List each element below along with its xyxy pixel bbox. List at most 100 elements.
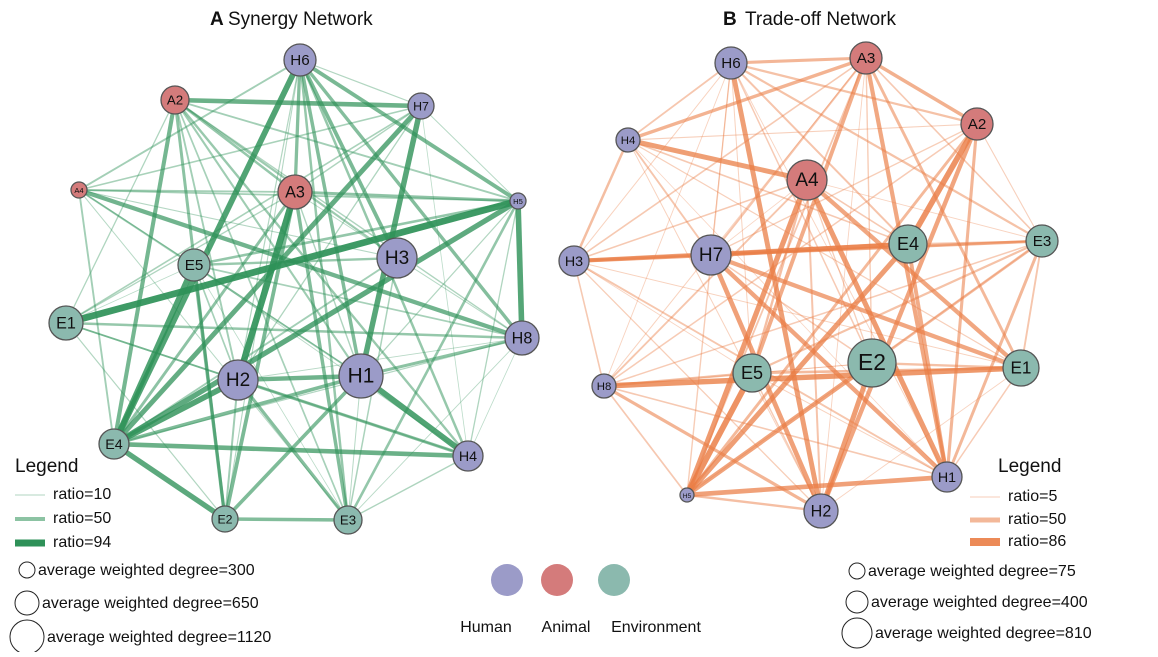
edges <box>65 56 1044 522</box>
node <box>803 493 839 529</box>
edge <box>572 139 630 262</box>
edge <box>113 257 398 445</box>
node <box>690 234 732 276</box>
group-swatch <box>491 564 523 596</box>
edge <box>806 179 873 364</box>
legend-title: Legend <box>15 456 78 477</box>
node <box>48 305 84 341</box>
node <box>217 359 259 401</box>
edge <box>467 337 523 457</box>
edge <box>871 239 1043 365</box>
edge <box>467 200 519 457</box>
edge <box>627 123 978 141</box>
legend-line-label: ratio=5 <box>1008 488 1057 505</box>
node-label: E5 <box>185 257 204 274</box>
edge <box>710 254 873 364</box>
node-label: H4 <box>621 135 636 147</box>
node-label: A2 <box>968 116 987 133</box>
node <box>732 353 772 393</box>
edge <box>627 137 808 183</box>
edge <box>294 191 362 377</box>
edge <box>905 122 980 246</box>
edge <box>946 367 1022 478</box>
legend-size <box>9 619 45 655</box>
node <box>558 245 590 277</box>
edge <box>603 123 978 387</box>
edge <box>112 441 227 522</box>
node <box>714 46 748 80</box>
node-label: H1 <box>938 470 956 486</box>
legend-line-label: ratio=86 <box>1008 533 1066 550</box>
edge <box>224 517 349 522</box>
edge <box>684 371 755 497</box>
edge <box>112 191 297 445</box>
node-label: H8 <box>597 381 612 393</box>
node-label: E4 <box>897 234 919 254</box>
node <box>960 107 994 141</box>
edge <box>871 361 1022 370</box>
edge <box>193 264 362 377</box>
edge <box>730 56 867 65</box>
edge <box>360 200 519 377</box>
edge <box>820 367 1022 512</box>
edge <box>945 123 979 478</box>
edge <box>294 190 519 203</box>
node <box>1002 349 1040 387</box>
edge <box>751 239 1043 375</box>
legend-size-label: average weighted degree=400 <box>871 594 1088 611</box>
edge <box>113 441 469 459</box>
node-label: E2 <box>217 512 232 526</box>
group-label: Environment <box>611 619 701 636</box>
node-label: H5 <box>683 493 692 500</box>
legend-title: Legend <box>998 456 1061 477</box>
edge <box>298 58 524 340</box>
node <box>211 505 239 533</box>
legend-line-label: ratio=50 <box>1008 511 1066 528</box>
node-label: A4 <box>74 186 83 195</box>
legend-size-label: average weighted degree=1120 <box>47 629 271 646</box>
legend-line-label: ratio=94 <box>53 534 111 551</box>
edge <box>65 99 176 324</box>
edge <box>174 99 239 381</box>
node <box>786 159 828 201</box>
node <box>338 353 384 399</box>
node-label: H7 <box>699 245 723 266</box>
edge <box>710 239 1043 257</box>
node <box>1025 224 1059 258</box>
legend-size <box>848 562 866 580</box>
node-label: H2 <box>226 370 250 391</box>
legend-size <box>18 561 36 579</box>
edge <box>193 199 519 267</box>
edge <box>710 252 1022 371</box>
edge <box>174 99 469 457</box>
node <box>847 338 897 388</box>
node-label: E5 <box>741 363 763 383</box>
edge <box>113 374 362 446</box>
edge <box>806 179 1043 242</box>
edge <box>818 123 980 512</box>
panel-letter: A <box>210 9 224 30</box>
node <box>70 181 88 199</box>
edge <box>806 179 822 512</box>
node <box>509 192 527 210</box>
edge <box>573 260 753 374</box>
edge <box>234 191 299 381</box>
edge <box>298 59 363 377</box>
node <box>679 487 695 503</box>
edge <box>174 99 523 339</box>
edge <box>685 123 979 496</box>
edge <box>603 179 808 387</box>
panel-letter: B <box>723 9 737 30</box>
node <box>591 373 617 399</box>
edge <box>603 240 1043 387</box>
panel-title: Synergy Network <box>228 9 373 30</box>
node <box>277 174 313 210</box>
edge <box>237 337 523 381</box>
group-swatch <box>541 564 573 596</box>
edge <box>573 179 808 262</box>
edge <box>237 59 301 381</box>
node-label: A3 <box>857 50 876 67</box>
edge <box>65 322 239 381</box>
edge <box>865 56 978 126</box>
edge <box>804 178 950 479</box>
